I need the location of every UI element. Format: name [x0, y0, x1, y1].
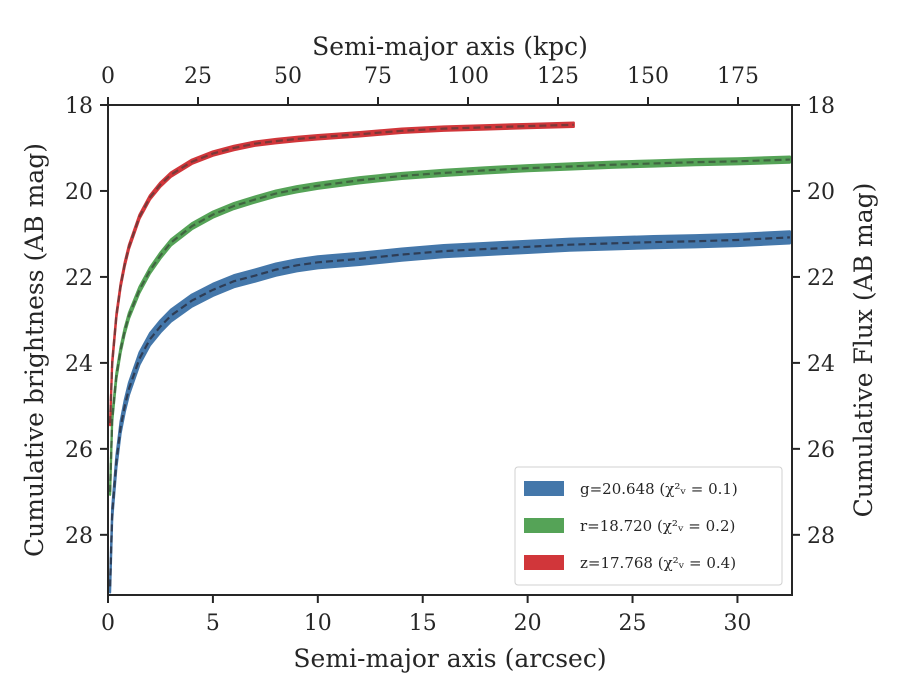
- legend-frame: [514, 466, 783, 586]
- x-tick-label: 5: [206, 611, 220, 636]
- legend-swatch-z: [524, 555, 564, 570]
- model-layer: [108, 123, 790, 587]
- legend: g=20.648 (χ²ᵥ = 0.1) r=18.720 (χ²ᵥ = 0.2…: [514, 466, 783, 586]
- x-axis-title: Semi-major axis (arcsec): [293, 644, 606, 673]
- legend-entry-g: g=20.648 (χ²ᵥ = 0.1): [580, 480, 738, 498]
- y-right-tick-label: 26: [807, 438, 835, 463]
- x-top-tick-label: 25: [184, 64, 212, 89]
- series-band-r: [108, 155, 792, 496]
- x-tick-label: 0: [101, 611, 115, 636]
- legend-entry-z: z=17.768 (χ²ᵥ = 0.4): [580, 554, 736, 572]
- x-top-tick-label: 125: [537, 64, 579, 89]
- x-top-tick-label: 50: [274, 64, 302, 89]
- series-band-g: [108, 230, 792, 594]
- ticks-layer: 0 5 10 15 20 25 30 0 25 50 75 100 125 150 175 18 20 22 24 2…: [65, 64, 835, 636]
- x-top-tick-label: 150: [627, 64, 669, 89]
- y-tick-label: 20: [65, 180, 93, 205]
- y-axis-title: Cumulative brightness (AB mag): [20, 143, 49, 557]
- legend-swatch-r: [524, 518, 564, 533]
- series-model-line-r: [108, 158, 790, 492]
- x-tick-label: 15: [409, 611, 437, 636]
- x-tick-label: 30: [723, 611, 751, 636]
- y-tick-label: 24: [65, 352, 93, 377]
- x-top-tick-label: 0: [101, 64, 115, 89]
- series-model-line-g: [108, 236, 790, 587]
- series-model-line-z: [108, 123, 574, 424]
- x-tick-label: 10: [304, 611, 332, 636]
- x-tick-label: 25: [619, 611, 647, 636]
- x-top-tick-label: 100: [447, 64, 489, 89]
- y-tick-label: 26: [65, 438, 93, 463]
- x-axis-top-title: Semi-major axis (kpc): [312, 32, 588, 61]
- legend-entry-r: r=18.720 (χ²ᵥ = 0.2): [580, 517, 735, 535]
- legend-swatch-g: [524, 481, 564, 496]
- x-top-tick-label: 75: [364, 64, 392, 89]
- y-right-tick-label: 24: [807, 352, 835, 377]
- y-tick-label: 18: [65, 94, 93, 119]
- x-top-tick-label: 175: [717, 64, 759, 89]
- y-right-tick-label: 28: [807, 524, 835, 549]
- x-tick-label: 20: [514, 611, 542, 636]
- y-axis-right-title: Cumulative Flux (AB mag): [849, 183, 878, 518]
- y-right-tick-label: 22: [807, 266, 835, 291]
- plot-frame: [107, 104, 793, 596]
- y-right-tick-label: 20: [807, 180, 835, 205]
- y-tick-label: 22: [65, 266, 93, 291]
- y-right-tick-label: 18: [807, 94, 835, 119]
- y-tick-label: 28: [65, 524, 93, 549]
